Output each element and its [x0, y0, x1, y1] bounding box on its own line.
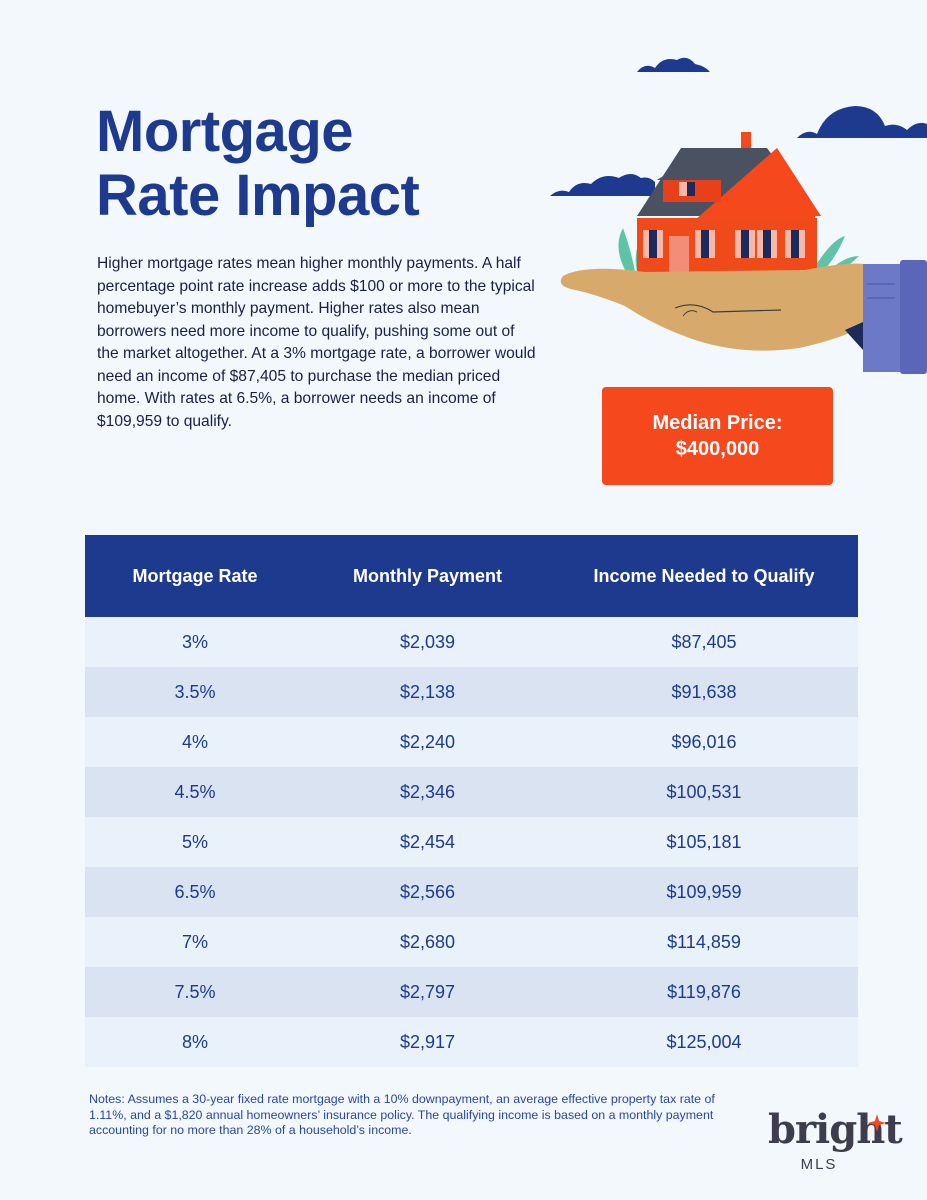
cell-rate: 7.5%	[174, 981, 216, 1002]
table-row: 5% $2,454 $105,181	[85, 817, 858, 867]
cell-income: $96,016	[671, 731, 737, 752]
footnote: Notes: Assumes a 30-year fixed rate mort…	[89, 1092, 715, 1137]
column-header-rate: Mortgage Rate	[132, 565, 258, 586]
cell-rate: 3%	[181, 631, 208, 652]
cell-payment: $2,917	[399, 1031, 456, 1052]
cell-income: $114,859	[667, 931, 741, 952]
cell-rate: 3.5%	[174, 681, 216, 702]
cell-rate: 4.5%	[174, 781, 216, 802]
cell-payment: $2,039	[399, 631, 456, 652]
table-row: 4.5% $2,346 $100,531	[85, 767, 858, 817]
median-price-value: $400,000	[675, 438, 760, 460]
cloud-icon	[550, 174, 655, 196]
bright-mls-logo: bright MLS	[768, 1108, 903, 1178]
page-title: Mortgage Rate Impact	[96, 100, 516, 228]
cell-payment: $2,797	[399, 981, 456, 1002]
title-line-1: Mortgage	[96, 99, 354, 164]
intro-paragraph: Higher mortgage rates mean higher monthl…	[97, 255, 536, 430]
cell-income: $119,876	[667, 981, 741, 1002]
cell-income: $109,959	[666, 881, 742, 902]
cell-rate: 4%	[181, 731, 208, 752]
column-header-payment: Monthly Payment	[352, 565, 503, 586]
rate-table: Mortgage Rate Monthly Payment Income Nee…	[85, 535, 858, 1067]
house-in-hand-illustration	[550, 57, 927, 374]
cloud-icon	[637, 57, 710, 72]
table-row: 7% $2,680 $114,859	[85, 917, 858, 967]
cell-income: $100,531	[666, 781, 742, 802]
median-price-label: Median Price:	[652, 412, 783, 434]
cell-income: $105,181	[666, 831, 742, 852]
table-row: 3.5% $2,138 $91,638	[85, 667, 858, 717]
cell-income: $125,004	[666, 1031, 742, 1052]
table-header: Mortgage Rate Monthly Payment Income Nee…	[85, 535, 858, 617]
cell-payment: $2,680	[399, 931, 456, 952]
cell-rate: 8%	[181, 1031, 208, 1052]
column-header-income: Income Needed to Qualify	[593, 565, 815, 586]
cell-payment: $2,454	[399, 831, 456, 852]
table-row: 3% $2,039 $87,405	[85, 617, 858, 667]
star-sparkle-icon	[868, 1114, 886, 1132]
table-row: 4% $2,240 $96,016	[85, 717, 858, 767]
title-line-2: Rate Impact	[96, 163, 420, 228]
cell-income: $87,405	[671, 631, 737, 652]
table-row: 7.5% $2,797 $119,876	[85, 967, 858, 1017]
table-row: 8% $2,917 $125,004	[85, 1017, 858, 1067]
cell-rate: 6.5%	[174, 881, 216, 902]
cell-payment: $2,138	[399, 681, 456, 702]
cell-payment: $2,240	[399, 731, 456, 752]
logo-wordmark: bright	[768, 1106, 903, 1153]
median-price-box: Median Price: $400,000	[602, 387, 833, 485]
cell-payment: $2,346	[399, 781, 456, 802]
cell-payment: $2,566	[399, 881, 456, 902]
cell-rate: 7%	[181, 931, 208, 952]
cell-rate: 5%	[181, 831, 208, 852]
logo-subtitle: MLS	[800, 1156, 838, 1173]
cloud-icon	[797, 106, 927, 138]
cell-income: $91,638	[671, 681, 737, 702]
table-row: 6.5% $2,566 $109,959	[85, 867, 858, 917]
